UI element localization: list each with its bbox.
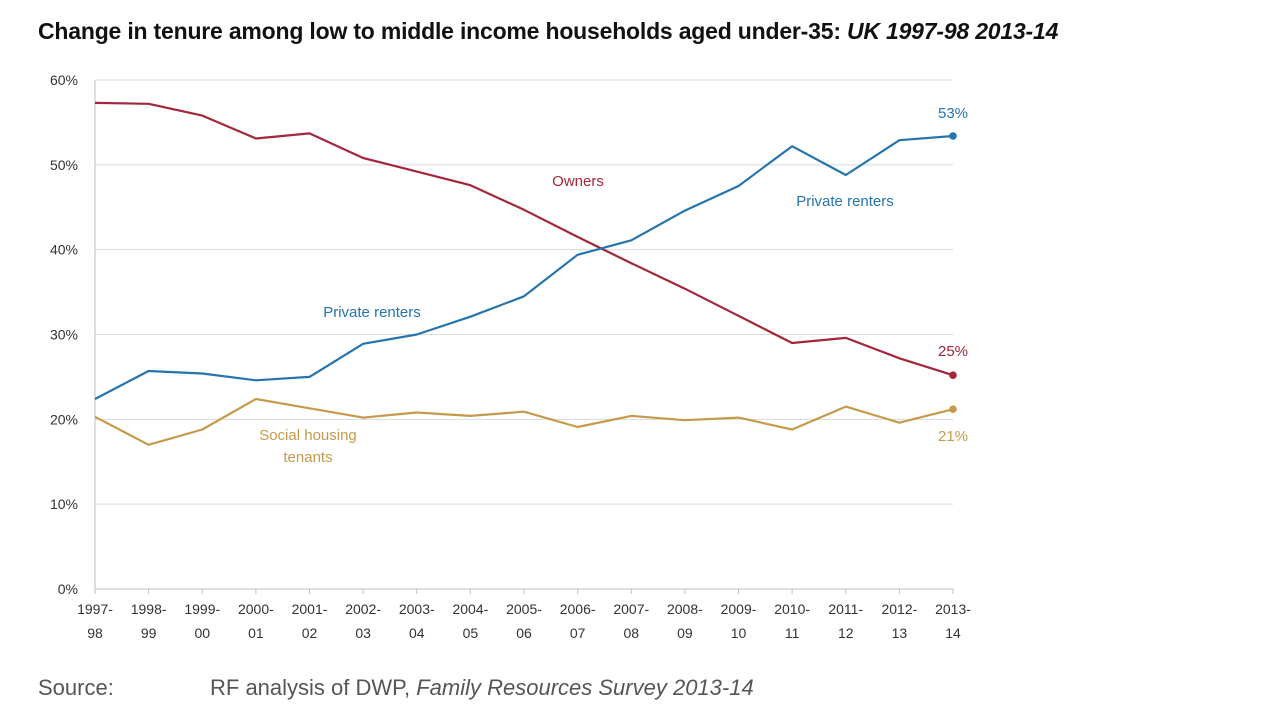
x-tick-label: 2006- — [560, 601, 596, 617]
y-tick-label: 60% — [50, 72, 78, 88]
x-tick-label: 02 — [302, 625, 318, 641]
chart-title-main: Change in tenure among low to middle inc… — [38, 18, 847, 44]
x-tick-label: 01 — [248, 625, 264, 641]
x-tick-label: 1999- — [184, 601, 220, 617]
chart-title: Change in tenure among low to middle inc… — [38, 18, 1058, 45]
x-tick-label: 1997- — [77, 601, 113, 617]
end-value-label: 53% — [938, 105, 968, 122]
y-tick-label: 10% — [50, 496, 78, 512]
line-chart: 0% 10% 20% 30% 40% 50% 60% 1997- 98 1998- 99 1999- 0… — [50, 72, 971, 641]
x-tick-label: 05 — [463, 625, 479, 641]
axes: 0% 10% 20% 30% 40% 50% 60% 1997- 98 1998- 99 1999- 0… — [50, 72, 971, 641]
x-tick-label: 14 — [945, 625, 961, 641]
x-tick-label: 13 — [892, 625, 908, 641]
x-tick-label: 11 — [785, 625, 800, 641]
y-tick-label: 40% — [50, 242, 78, 258]
y-tick-label: 30% — [50, 327, 78, 343]
series-label: tenants — [283, 449, 332, 466]
x-tick-label: 10 — [731, 625, 747, 641]
x-tick-label: 2007- — [613, 601, 649, 617]
y-tick-label: 20% — [50, 411, 78, 427]
y-tick-label: 50% — [50, 157, 78, 173]
x-tick-label: 2002- — [345, 601, 381, 617]
series-label: Private renters — [796, 193, 894, 210]
x-tick-label: 2013- — [935, 601, 971, 617]
x-tick-label: 2000- — [238, 601, 274, 617]
x-tick-label: 99 — [141, 625, 157, 641]
series-end-marker — [949, 371, 957, 380]
x-tick-label: 2011- — [828, 601, 863, 617]
x-tick-label: 2005- — [506, 601, 542, 617]
series-label: Owners — [552, 173, 604, 190]
source-title: Family Resources Survey 2013-14 — [416, 675, 754, 700]
x-tick-label: 09 — [677, 625, 693, 641]
annotations: Owners 25% Private renters Private renters 5… — [259, 105, 968, 466]
x-tick-label: 08 — [623, 625, 639, 641]
x-tick-label: 2010- — [774, 601, 810, 617]
x-tick-label: 00 — [194, 625, 210, 641]
series-line-owners — [94, 101, 954, 377]
end-value-label: 25% — [938, 343, 968, 360]
x-tick-label: 2012- — [881, 601, 917, 617]
series-end-marker — [949, 405, 957, 413]
x-tick-label: 07 — [570, 625, 586, 641]
series — [94, 101, 957, 446]
series-label: Private renters — [323, 304, 421, 321]
series-label: Social housing — [259, 427, 357, 444]
source-text: RF analysis of DWP, — [210, 675, 417, 700]
x-tick-label: 2004- — [452, 601, 488, 617]
gridlines — [95, 79, 953, 505]
x-tick-label: 1998- — [131, 601, 167, 617]
series-line-private-renters — [94, 134, 954, 400]
x-tick-label: 06 — [516, 625, 532, 641]
series-end-marker — [949, 132, 957, 140]
x-tick-label: 2008- — [667, 601, 703, 617]
source-note: Source: RF analysis of DWP, Family Resour… — [38, 675, 754, 701]
x-tick-label: 04 — [409, 625, 425, 641]
x-tick-label: 2009- — [721, 601, 757, 617]
x-tick-label: 12 — [838, 625, 854, 641]
x-tick-label: 98 — [87, 625, 103, 641]
y-tick-label: 0% — [58, 581, 78, 597]
x-tick-label: 2003- — [399, 601, 435, 617]
chart-title-sub: UK 1997-98 2013-14 — [846, 18, 1059, 44]
end-value-label: 21% — [938, 428, 968, 445]
source-label: Source: — [38, 675, 114, 700]
x-tick-label: 2001- — [292, 601, 328, 617]
x-tick-label: 03 — [355, 625, 371, 641]
series-line-social-housing-tenants — [94, 397, 954, 446]
